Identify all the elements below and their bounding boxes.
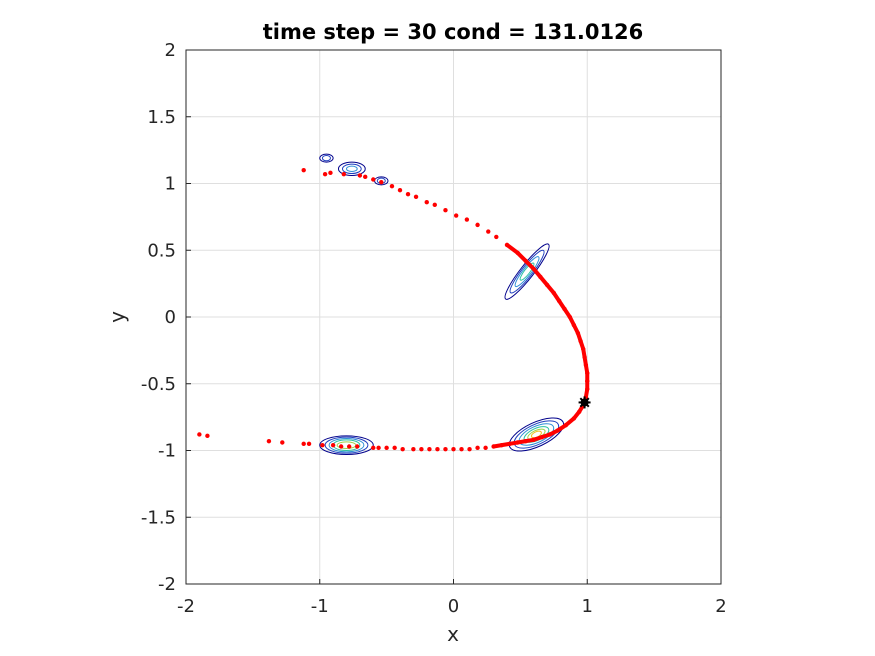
data-point: [357, 173, 363, 178]
data-point: [464, 217, 470, 222]
data-point: [389, 183, 395, 189]
contour-line: [319, 435, 374, 456]
data-point: [266, 438, 272, 444]
contour-line: [514, 256, 540, 288]
y-tick-label: 0.5: [147, 240, 176, 261]
data-point: [400, 446, 405, 452]
y-tick-label: -1.5: [141, 507, 176, 528]
contour-line: [324, 436, 369, 454]
data-point: [363, 174, 368, 180]
data-point: [494, 234, 499, 240]
data-point: [197, 432, 202, 437]
data-point: [280, 440, 285, 445]
data-point: [405, 191, 411, 197]
contour-group: [319, 153, 334, 163]
y-tick-label: 2: [165, 40, 176, 61]
contour-line: [504, 243, 550, 300]
data-point: [486, 229, 491, 234]
y-tick-label: -0.5: [141, 374, 176, 395]
contour-line: [321, 154, 331, 162]
data-point: [355, 444, 360, 449]
data-point: [419, 446, 424, 452]
data-point: [397, 187, 403, 193]
data-point: [443, 208, 448, 213]
current-point-series: [578, 396, 591, 409]
data-point: [427, 446, 432, 452]
data-point: [411, 446, 416, 452]
data-point: [330, 442, 336, 448]
contour-group: [504, 243, 550, 300]
ticks: -2 -1 0 1 2 2 1.5 1 0.5 0 -0.5 -1 -1.5 -2: [141, 40, 727, 617]
data-point: [371, 177, 376, 182]
contour-line: [509, 249, 545, 294]
current-point-marker: [578, 396, 591, 409]
y-tick-label: 0: [165, 307, 176, 328]
data-point: [322, 171, 328, 177]
y-tick-label: -2: [158, 574, 176, 595]
data-point: [483, 445, 488, 451]
data-point: [341, 171, 347, 177]
y-tick-label: 1.5: [147, 107, 176, 128]
contour-line: [328, 437, 365, 453]
data-point: [475, 222, 480, 228]
data-point: [443, 446, 448, 452]
data-point: [328, 170, 333, 176]
contour-line: [341, 163, 362, 174]
x-tick-label: 1: [582, 596, 593, 617]
data-point: [451, 446, 456, 452]
data-point: [376, 445, 381, 451]
contour-line: [337, 161, 366, 176]
contour-line: [508, 417, 565, 452]
x-tick-label: -2: [177, 596, 195, 617]
y-tick-label: 1: [165, 174, 176, 195]
data-point: [338, 444, 344, 449]
data-point: [453, 213, 459, 218]
data-point: [301, 441, 306, 447]
contour-line: [346, 165, 358, 172]
data-point: [467, 446, 472, 452]
data-point: [392, 445, 397, 451]
data-point: [379, 179, 384, 185]
x-tick-label: 2: [715, 596, 726, 617]
data-point: [475, 445, 480, 451]
x-tick-label: 0: [448, 596, 459, 617]
data-point: [413, 194, 419, 200]
data-point: [205, 433, 210, 439]
data-point: [371, 445, 376, 451]
data-point: [320, 442, 325, 448]
data-point: [346, 444, 352, 449]
contour-line: [519, 262, 535, 281]
y-tick-label: -1: [158, 441, 176, 462]
y-axis-label: y: [105, 311, 129, 323]
data-point: [432, 202, 437, 208]
data-point: [459, 446, 464, 452]
scatter-series: [197, 167, 590, 452]
data-point: [424, 199, 429, 205]
data-point: [301, 167, 306, 173]
contour-line: [319, 153, 334, 163]
contour-plot: [319, 153, 565, 456]
data-point: [435, 446, 440, 452]
data-point: [384, 445, 389, 451]
x-tick-label: -1: [311, 596, 329, 617]
dense-point-trail: [491, 242, 590, 449]
data-point: [306, 441, 312, 447]
x-axis-label: x: [447, 622, 459, 646]
chart-title: time step = 30 cond = 131.0126: [263, 20, 644, 44]
contour-group: [337, 161, 366, 176]
